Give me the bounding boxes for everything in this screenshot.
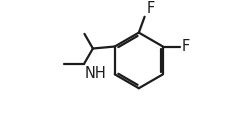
- Text: NH: NH: [85, 66, 106, 81]
- Text: F: F: [181, 39, 189, 54]
- Text: F: F: [146, 1, 154, 16]
